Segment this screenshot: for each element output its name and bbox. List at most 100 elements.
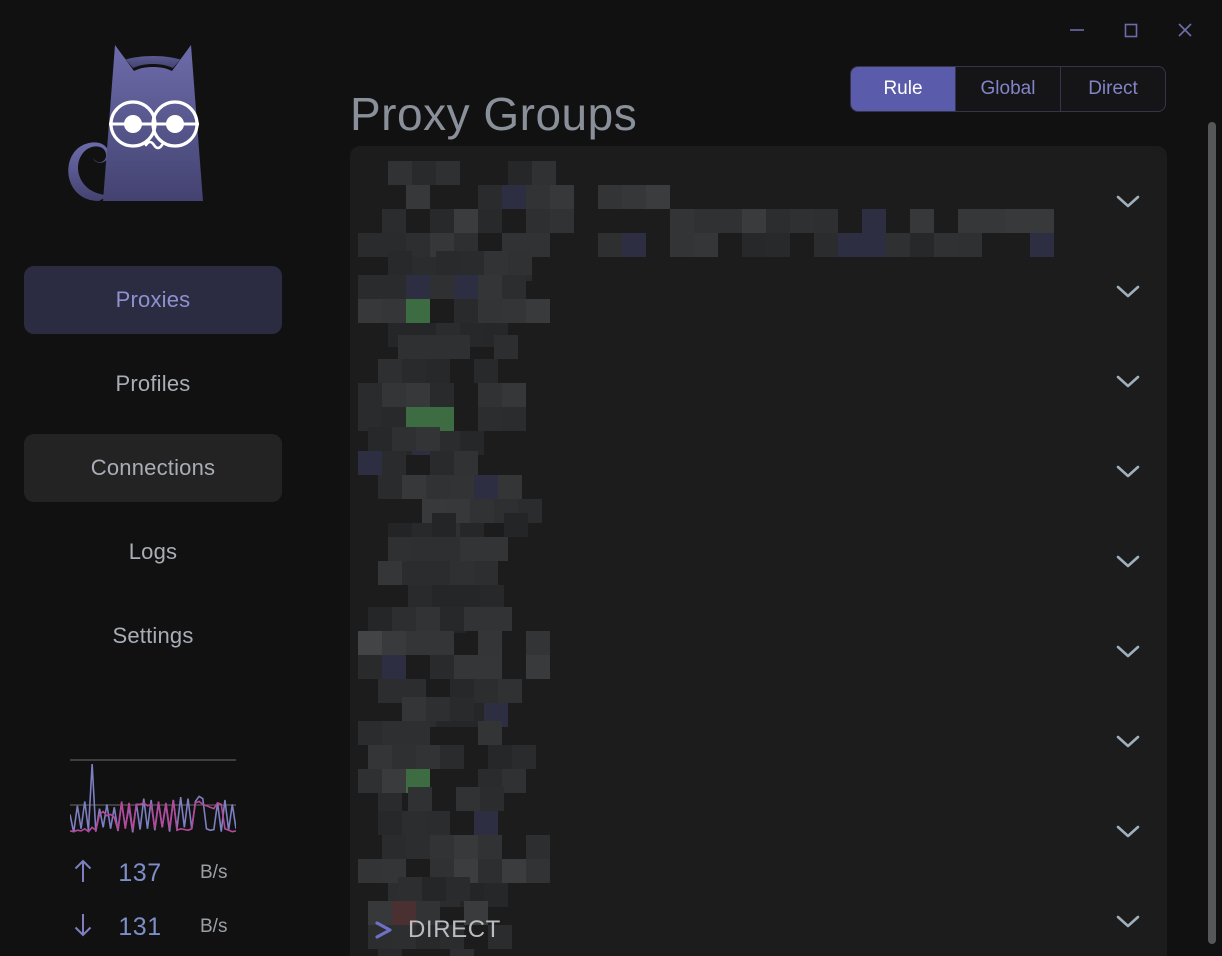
redaction-block [694,209,718,233]
proxy-group-row[interactable] [350,156,1167,281]
redaction-block [790,209,814,233]
chevron-down-icon[interactable] [1111,639,1145,663]
redaction-block [526,655,550,679]
redaction-block [432,513,456,537]
proxy-group-row[interactable] [350,335,1167,455]
minimize-button[interactable] [1054,10,1100,50]
redaction-block [478,631,502,655]
redaction-block [430,209,454,233]
redaction-block [392,925,416,949]
mode-button-rule[interactable]: Rule [851,67,956,111]
redaction-block [436,251,460,275]
chevron-down-icon[interactable] [1111,909,1145,933]
proxy-group-row[interactable] [350,513,1167,633]
redaction-block [646,185,670,209]
redaction-block [502,299,526,323]
proxy-group-row[interactable] [350,696,1167,817]
redaction-block [430,275,454,299]
redaction-block [838,233,862,257]
proxy-group-row[interactable] [350,786,1167,907]
redaction-block [430,655,454,679]
redaction-block [422,335,446,359]
redaction-block [454,299,478,323]
redaction-block [382,655,406,679]
redaction-block [358,769,382,793]
proxy-entry-direct[interactable]: DIRECT [350,910,1167,956]
sidebar-nav: Proxies Profiles Connections Logs Settin… [24,266,282,686]
maximize-icon [1121,20,1141,40]
sidebar-item-profiles[interactable]: Profiles [24,350,282,418]
redaction-block [484,251,508,275]
proxy-group-row[interactable] [350,876,1167,956]
redaction-block [470,499,494,523]
redaction-block [508,251,532,275]
sidebar-item-connections[interactable]: Connections [24,434,282,502]
redaction-block [432,585,456,609]
sidebar-item-settings[interactable]: Settings [24,602,282,670]
mode-button-direct[interactable]: Direct [1061,67,1165,111]
redaction-block [450,949,474,956]
close-button[interactable] [1162,10,1208,50]
sidebar-item-label: Connections [90,455,216,480]
redaction-block [392,901,416,925]
redaction-block [406,721,430,745]
redaction-block [454,451,478,475]
sidebar-item-label: Logs [128,539,178,564]
redaction-block [502,185,526,209]
redaction-block [412,161,436,185]
maximize-button[interactable] [1108,10,1154,50]
redaction-block [412,537,436,561]
redaction-block [480,787,504,811]
redaction-block [478,859,502,883]
scrollbar-thumb[interactable] [1208,122,1216,944]
redaction-block [426,561,450,585]
redaction-block [550,185,574,209]
redaction-block [460,537,484,561]
redaction-block [430,383,454,407]
redaction-block [502,769,526,793]
redaction-block [358,721,382,745]
redaction-block [526,209,550,233]
redaction-block [416,745,440,769]
sidebar-item-logs[interactable]: Logs [24,518,282,586]
upload-speed-unit: B/s [200,862,228,883]
chevron-down-icon[interactable] [1111,459,1145,483]
redaction-block [378,475,402,499]
redaction-block [454,655,478,679]
redaction-block [450,475,474,499]
arrow-up-icon [60,858,106,889]
sidebar-item-proxies[interactable]: Proxies [24,266,282,334]
mode-button-global[interactable]: Global [956,67,1061,111]
redaction-block [382,209,406,233]
chevron-down-icon[interactable] [1111,189,1145,213]
proxy-groups-list: DIRECT [350,146,1167,956]
upload-speed-value: 137 [118,858,162,887]
redaction-block [464,607,488,631]
redaction-block [862,209,886,233]
redaction-block [392,427,416,451]
redaction-block [454,209,478,233]
chevron-down-icon[interactable] [1111,729,1145,753]
proxy-group-row[interactable] [350,426,1167,547]
redaction-block [484,883,508,907]
redaction-block [368,901,392,925]
chevron-down-icon[interactable] [1111,819,1145,843]
vertical-scrollbar[interactable] [1206,118,1218,952]
proxy-group-row[interactable] [350,606,1167,727]
download-speed-value: 131 [118,912,162,941]
chevron-down-icon[interactable] [1111,369,1145,393]
proxy-group-row[interactable] [350,246,1167,347]
redaction-block [426,811,450,835]
redaction-block [406,185,430,209]
redaction-block [478,721,502,745]
redaction-block [502,407,526,431]
chevron-down-icon[interactable] [1111,549,1145,573]
redaction-block [408,787,432,811]
download-speed-unit: B/s [200,916,228,937]
app-logo-cat [0,14,306,244]
redaction-block [382,383,406,407]
redaction-block [622,233,646,257]
redaction-block [474,561,498,585]
download-speed-row: 131 B/s [60,910,290,944]
chevron-down-icon[interactable] [1111,279,1145,303]
